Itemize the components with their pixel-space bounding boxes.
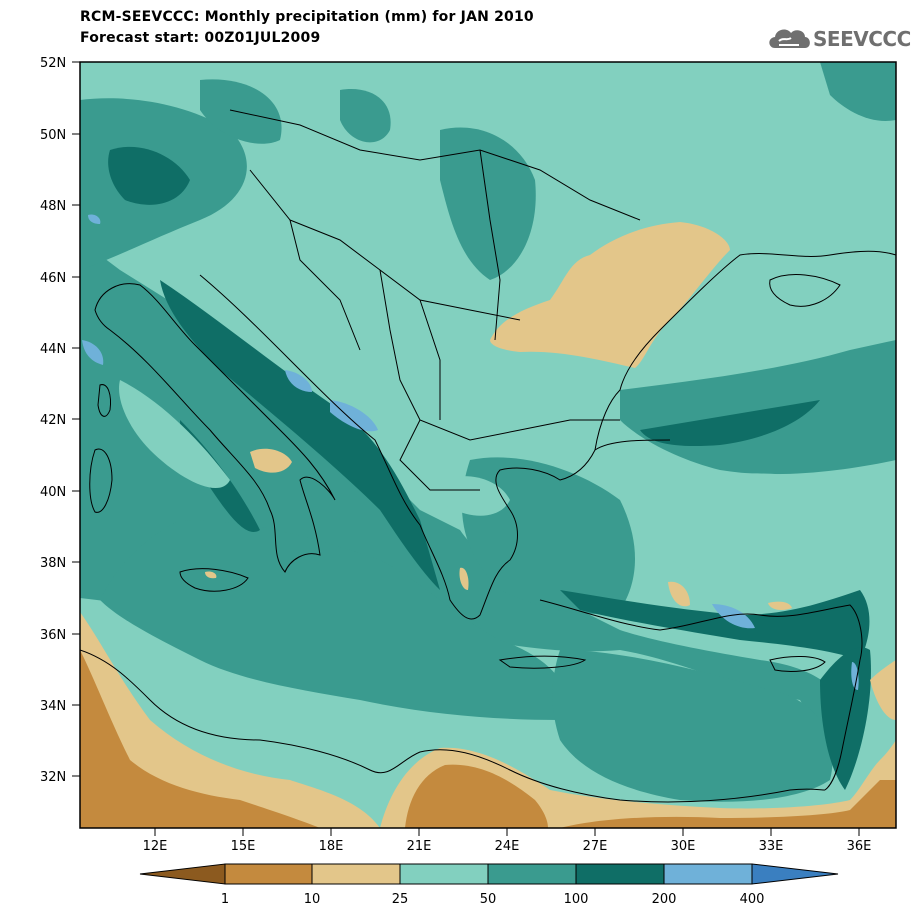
border-7: [399, 419, 480, 491]
crimea: [769, 274, 841, 307]
very-dry-egypt: [560, 780, 896, 828]
map-title: RCM-SEEVCCC: Monthly precipitation (mm) …: [80, 9, 534, 25]
turkey-south-coast: [539, 599, 863, 661]
lat-label: 38N: [40, 556, 66, 571]
wet-region-eastern-med: [552, 650, 833, 802]
border-6: [419, 299, 441, 420]
dry-sicily: [205, 571, 217, 579]
corsica: [97, 384, 111, 417]
extreme-montenegro: [330, 400, 378, 432]
dry-turkey-2: [768, 601, 792, 611]
lon-label: 24E: [495, 839, 520, 854]
very-wet-alps-core: [108, 146, 190, 205]
dry-romania: [490, 222, 730, 368]
lat-label: 40N: [40, 485, 66, 500]
lon-label: 15E: [231, 839, 256, 854]
colorbar-label: 50: [480, 892, 497, 907]
lon-label: 27E: [583, 839, 608, 854]
sardinia: [89, 448, 113, 513]
colorbar-segment-1-10: [224, 863, 313, 885]
cyprus: [769, 656, 826, 672]
lat-axis: 52N 50N 48N 46N 44N 42N 40N 38N 36N 34N …: [40, 56, 80, 785]
lat-label: 32N: [40, 770, 66, 785]
colorbar-label: 100: [564, 892, 589, 907]
lon-label: 30E: [671, 839, 696, 854]
very-dry-algeria: [80, 650, 320, 828]
colorbar-segment-200-400: [663, 863, 753, 885]
dry-turkey: [668, 581, 690, 607]
lat-label: 48N: [40, 199, 66, 214]
border-1: [229, 109, 641, 221]
crete: [498, 655, 587, 669]
map-frame: [79, 61, 897, 829]
moderate-greece-coast: [440, 476, 510, 516]
very-wet-turkey-coast: [560, 590, 870, 660]
lon-label: 12E: [143, 839, 168, 854]
border-5: [249, 169, 361, 351]
very-wet-adriatic: [160, 280, 440, 590]
wet-region-poland: [340, 89, 391, 143]
border-2: [289, 219, 521, 321]
colorbar-label: 10: [304, 892, 321, 907]
colorbar-segment-50-100: [487, 863, 577, 885]
very-dry-libya: [405, 764, 548, 828]
dry-italy: [250, 448, 292, 473]
extreme-turkey: [712, 604, 755, 629]
wet-region-alps-east: [200, 79, 282, 144]
extreme-croatia: [285, 370, 312, 392]
extreme-slovenia: [88, 214, 101, 224]
cloud-logo-icon: [769, 29, 810, 48]
moderate-anatolia: [636, 473, 864, 582]
extreme-italy: [82, 340, 104, 365]
colorbar: 1 10 25 50 100 200 400: [139, 863, 839, 907]
colorbar-segment-10-25: [311, 863, 401, 885]
moderate-italy: [119, 380, 230, 489]
lat-label: 34N: [40, 699, 66, 714]
levant-coast: [824, 659, 861, 791]
wet-region-ne: [820, 62, 896, 121]
lat-label: 36N: [40, 628, 66, 643]
lat-label: 42N: [40, 413, 66, 428]
coastlines: [80, 109, 896, 803]
lon-label: 36E: [847, 839, 872, 854]
lat-label: 52N: [40, 56, 66, 71]
lat-label: 46N: [40, 271, 66, 286]
colorbar-label: 25: [392, 892, 409, 907]
border-4: [479, 149, 501, 341]
border-3: [379, 269, 620, 441]
sicily: [179, 568, 249, 592]
lon-label: 21E: [407, 839, 432, 854]
very-wet-black-sea: [640, 400, 820, 447]
lat-label: 44N: [40, 342, 66, 357]
lon-label: 18E: [319, 839, 344, 854]
dry-north-africa-west: [80, 612, 380, 828]
colorbar-segment-25-50: [399, 863, 489, 885]
lon-label: 33E: [759, 839, 784, 854]
africa-coast: [80, 649, 826, 803]
colorbar-label: 1: [221, 892, 229, 907]
forecast-start-label: Forecast start: 00Z01JUL2009: [80, 30, 321, 46]
black-sea-coast: [594, 250, 896, 451]
balkan-coast: [199, 274, 671, 620]
colorbar-segment-100-200: [575, 863, 665, 885]
lon-axis: 12E 15E 18E 21E 24E 27E 30E 33E 36E: [143, 828, 872, 854]
colorbar-segment-above-400: [751, 863, 839, 885]
dry-greece: [459, 567, 469, 590]
colorbar-label: 200: [652, 892, 677, 907]
precip-field: [80, 62, 896, 828]
italy-coast: [94, 283, 336, 573]
extreme-levant: [851, 662, 859, 690]
dry-levant-north: [870, 660, 896, 720]
colorbar-label: 400: [740, 892, 765, 907]
logo-text: SEEVCCC: [813, 27, 911, 51]
lat-label: 50N: [40, 128, 66, 143]
colorbar-segment-below-1: [139, 863, 226, 885]
